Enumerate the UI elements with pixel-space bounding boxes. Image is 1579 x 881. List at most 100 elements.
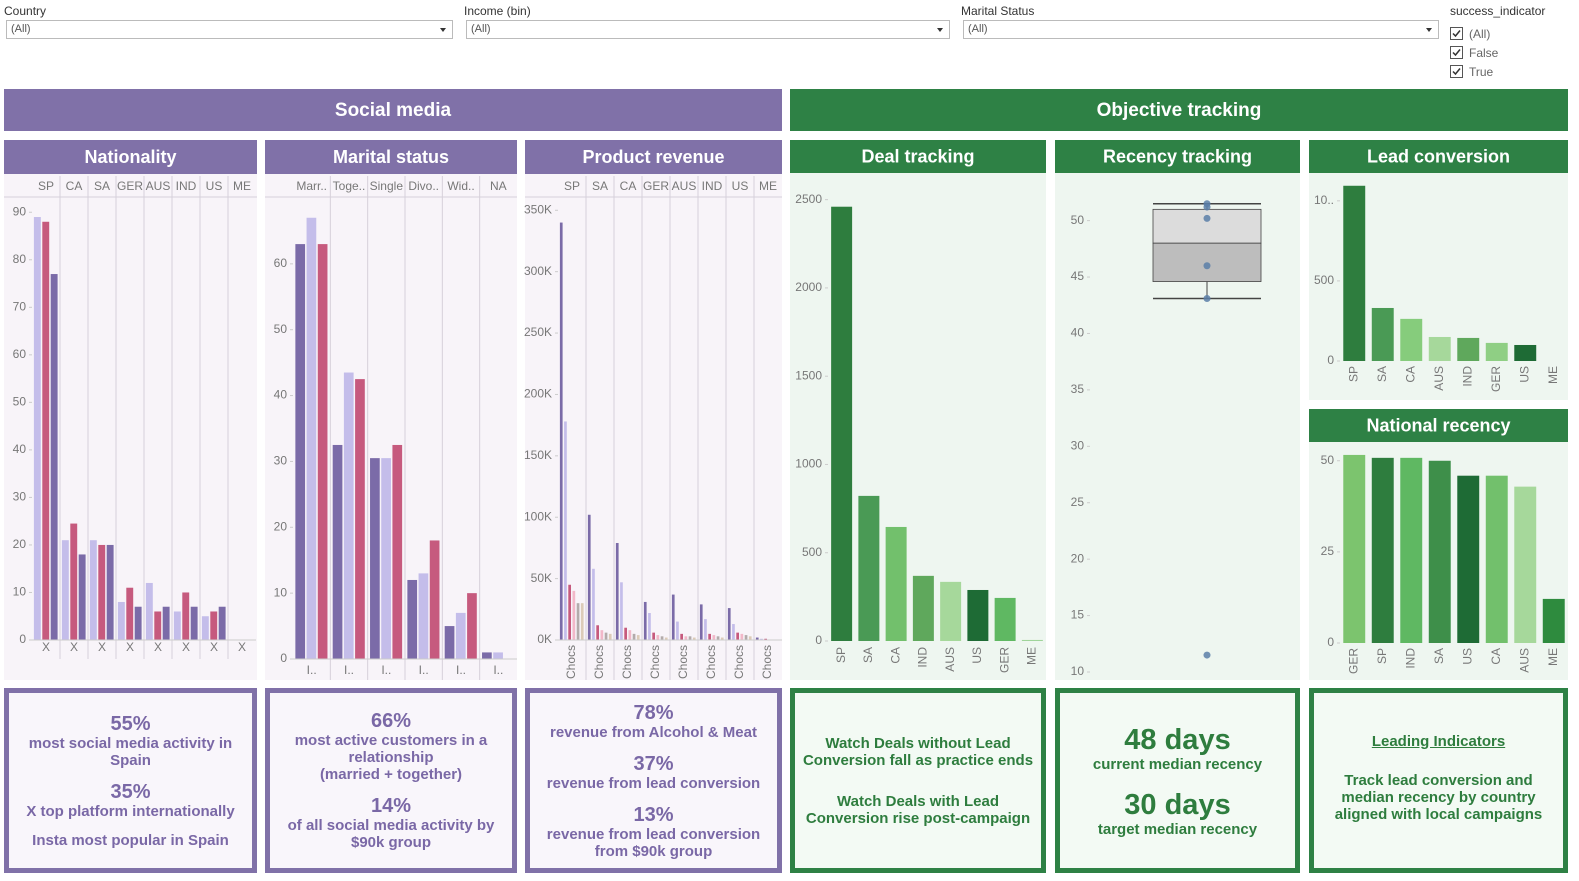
bar xyxy=(1514,344,1537,361)
bar xyxy=(173,611,181,640)
bar xyxy=(1457,475,1480,643)
x-tick-label: IND xyxy=(1460,366,1474,387)
note-block: Watch Deals with Lead Conversion rise po… xyxy=(801,793,1035,827)
note-headline: 30 days xyxy=(1124,788,1231,821)
bar xyxy=(699,604,703,640)
bar xyxy=(70,523,78,640)
y-tick-label: 60 xyxy=(13,347,27,361)
x-sublabel: X xyxy=(70,640,78,654)
y-tick-label: 20 xyxy=(1071,551,1085,565)
bar xyxy=(732,624,735,640)
bar xyxy=(1514,486,1537,643)
x-tick-label: US xyxy=(1517,366,1531,383)
x-sublabel: Chocs xyxy=(704,645,718,679)
checkbox[interactable] xyxy=(1450,46,1463,59)
note-text: of all social media activity by $90k gro… xyxy=(287,817,495,851)
bar xyxy=(50,274,58,640)
category-header: SP xyxy=(564,179,580,193)
bar xyxy=(154,611,162,640)
bar xyxy=(126,587,134,640)
note-card: 78% revenue from Alcohol & Meat 37% revenue… xyxy=(525,688,782,873)
x-sublabel: X xyxy=(182,640,190,654)
note-title: Leading Indicators xyxy=(1371,732,1506,750)
checkbox-row[interactable]: False xyxy=(1450,43,1575,62)
bar xyxy=(580,603,584,640)
point xyxy=(1203,262,1211,270)
point xyxy=(1203,651,1211,659)
note-text: revenue from lead conversion xyxy=(546,774,761,792)
x-tick-label: GER xyxy=(1346,648,1360,674)
category-header: Toge.. xyxy=(333,179,366,193)
filter-label: Income (bin) xyxy=(464,4,531,18)
category-header: GER xyxy=(117,179,143,193)
y-tick-label: 0 xyxy=(19,632,26,646)
bar xyxy=(748,636,752,640)
panel-title-bar xyxy=(1309,140,1568,173)
bar xyxy=(392,444,403,659)
x-tick-label: ME xyxy=(1546,366,1560,384)
box-upper xyxy=(1152,208,1262,244)
bar xyxy=(736,632,739,640)
y-tick-label: 0 xyxy=(1327,353,1334,367)
bar xyxy=(643,601,647,640)
dropdown[interactable]: (All) xyxy=(466,20,950,39)
y-tick-label: 25 xyxy=(1071,495,1085,509)
bar xyxy=(182,592,190,640)
x-tick-label: SA xyxy=(1375,366,1389,382)
bar xyxy=(680,633,683,640)
y-tick-label: 15 xyxy=(1071,608,1085,622)
x-tick-label: SA xyxy=(861,647,875,663)
y-tick-label: 200K xyxy=(524,387,552,401)
y-tick-label: 25 xyxy=(1321,544,1335,558)
note-headline: 14% xyxy=(370,795,412,817)
category-header: GER xyxy=(643,179,669,193)
panel-title-bar xyxy=(1055,140,1300,173)
note-text: current median recency xyxy=(1092,755,1263,773)
bar xyxy=(482,652,492,659)
section-header xyxy=(790,89,1568,131)
y-tick-label: 80 xyxy=(13,252,27,266)
x-tick-label: IND xyxy=(1403,648,1417,669)
x-tick-label: GER xyxy=(1489,366,1503,392)
checkbox[interactable] xyxy=(1450,65,1463,78)
bar xyxy=(1400,457,1423,643)
note-block: 37% revenue from lead conversion xyxy=(547,753,760,792)
panel-title-bar xyxy=(265,140,517,174)
x-sublabel: X xyxy=(238,640,246,654)
y-tick-label: 45 xyxy=(1071,269,1085,283)
bar xyxy=(355,379,365,659)
bar xyxy=(628,630,632,640)
y-tick-label: 30 xyxy=(1071,438,1085,452)
bar xyxy=(831,206,853,641)
bar xyxy=(1343,185,1366,361)
bar xyxy=(1457,337,1480,361)
category-header: SP xyxy=(38,179,54,193)
y-tick-label: 300K xyxy=(524,264,552,278)
checkbox-row[interactable]: True xyxy=(1450,62,1575,81)
bar xyxy=(1485,475,1508,643)
category-header: Divo.. xyxy=(408,179,439,193)
y-tick-label: 0 xyxy=(815,633,822,647)
checkbox[interactable] xyxy=(1450,27,1463,40)
bar xyxy=(587,514,591,640)
bar xyxy=(912,575,934,641)
y-tick-label: 40 xyxy=(274,388,288,402)
bar xyxy=(455,612,466,659)
note-text: most active customers in a relationship xyxy=(294,732,488,766)
y-tick-label: 2000 xyxy=(795,280,822,294)
note-sub: (married + together) xyxy=(319,766,463,783)
point xyxy=(1203,294,1211,302)
x-sublabel: I.. xyxy=(456,663,466,677)
bar xyxy=(1371,307,1394,361)
checkbox-row[interactable]: (All) xyxy=(1450,24,1575,43)
note-card: 55% most social media activity in Spain 35… xyxy=(4,688,257,873)
bar xyxy=(620,582,623,640)
section-title: Social media xyxy=(335,100,452,121)
dropdown[interactable]: (All) xyxy=(963,20,1439,39)
dropdown[interactable]: (All) xyxy=(6,20,453,39)
note-text: revenue from lead conversion from $90k g… xyxy=(546,825,761,860)
bar xyxy=(660,636,664,640)
y-tick-label: 2500 xyxy=(795,192,822,206)
y-tick-label: 350K xyxy=(524,202,552,216)
